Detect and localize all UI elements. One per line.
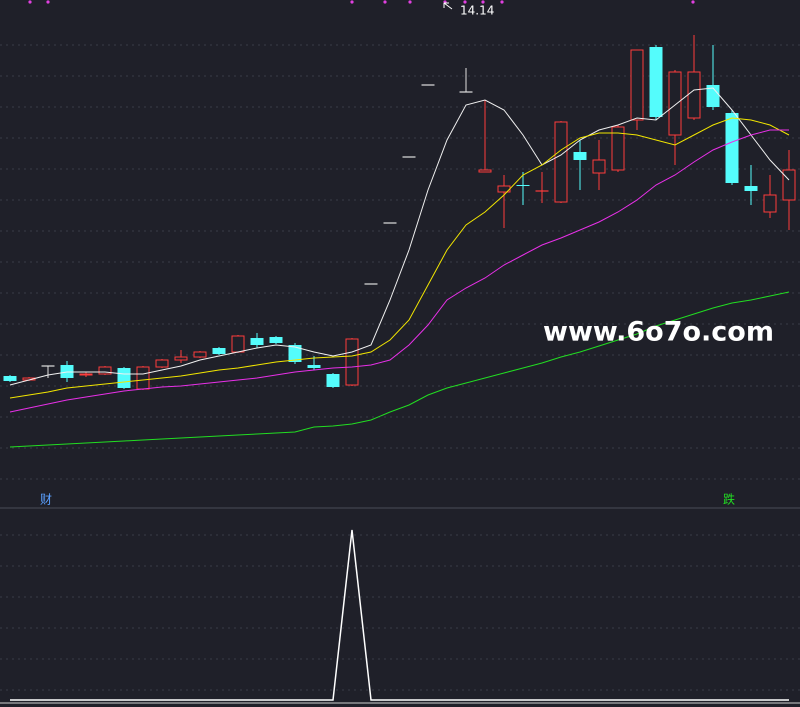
candle-body (782, 169, 796, 201)
moving-average-line (9, 129, 789, 413)
candle-body (3, 376, 17, 381)
candle-body (193, 351, 207, 358)
candle-body (725, 113, 739, 183)
candle-body (630, 49, 644, 121)
candle-body (326, 374, 340, 387)
candle-body (554, 121, 568, 203)
candle-body (231, 335, 245, 353)
candle-body (611, 126, 625, 171)
top-dots (28, 0, 695, 4)
candle-body (516, 185, 530, 186)
candle-body (478, 169, 492, 173)
candle-body (212, 348, 226, 354)
moving-average-line (9, 117, 790, 399)
candle-body (592, 159, 606, 174)
annotation: 14.14 (460, 4, 494, 18)
indicator-line (10, 529, 789, 701)
candle-body (136, 366, 150, 390)
candle-body (174, 356, 188, 361)
candle-body (763, 194, 777, 213)
candle-body (744, 186, 758, 191)
candle-body (345, 338, 359, 386)
plot-layer (0, 35, 800, 704)
event-marker: 跌 (723, 492, 735, 507)
annotation-arrow (443, 2, 453, 10)
watermark: www.6o7o.com (543, 317, 774, 348)
candle-body (706, 85, 720, 107)
candle-body (649, 47, 663, 117)
moving-average-line (9, 87, 790, 386)
candle-body (288, 345, 302, 362)
event-marker: 财 (40, 493, 52, 507)
candle-body (79, 373, 93, 376)
candle-body (269, 337, 283, 343)
candle-body (573, 152, 587, 160)
candle-body (668, 71, 682, 136)
moving-average-line (9, 291, 790, 448)
candle-body (687, 71, 701, 119)
candle-body (117, 368, 131, 388)
candle-body (250, 338, 264, 345)
candle-body (155, 359, 169, 368)
candle-body (307, 365, 321, 368)
candle-body (98, 366, 112, 375)
